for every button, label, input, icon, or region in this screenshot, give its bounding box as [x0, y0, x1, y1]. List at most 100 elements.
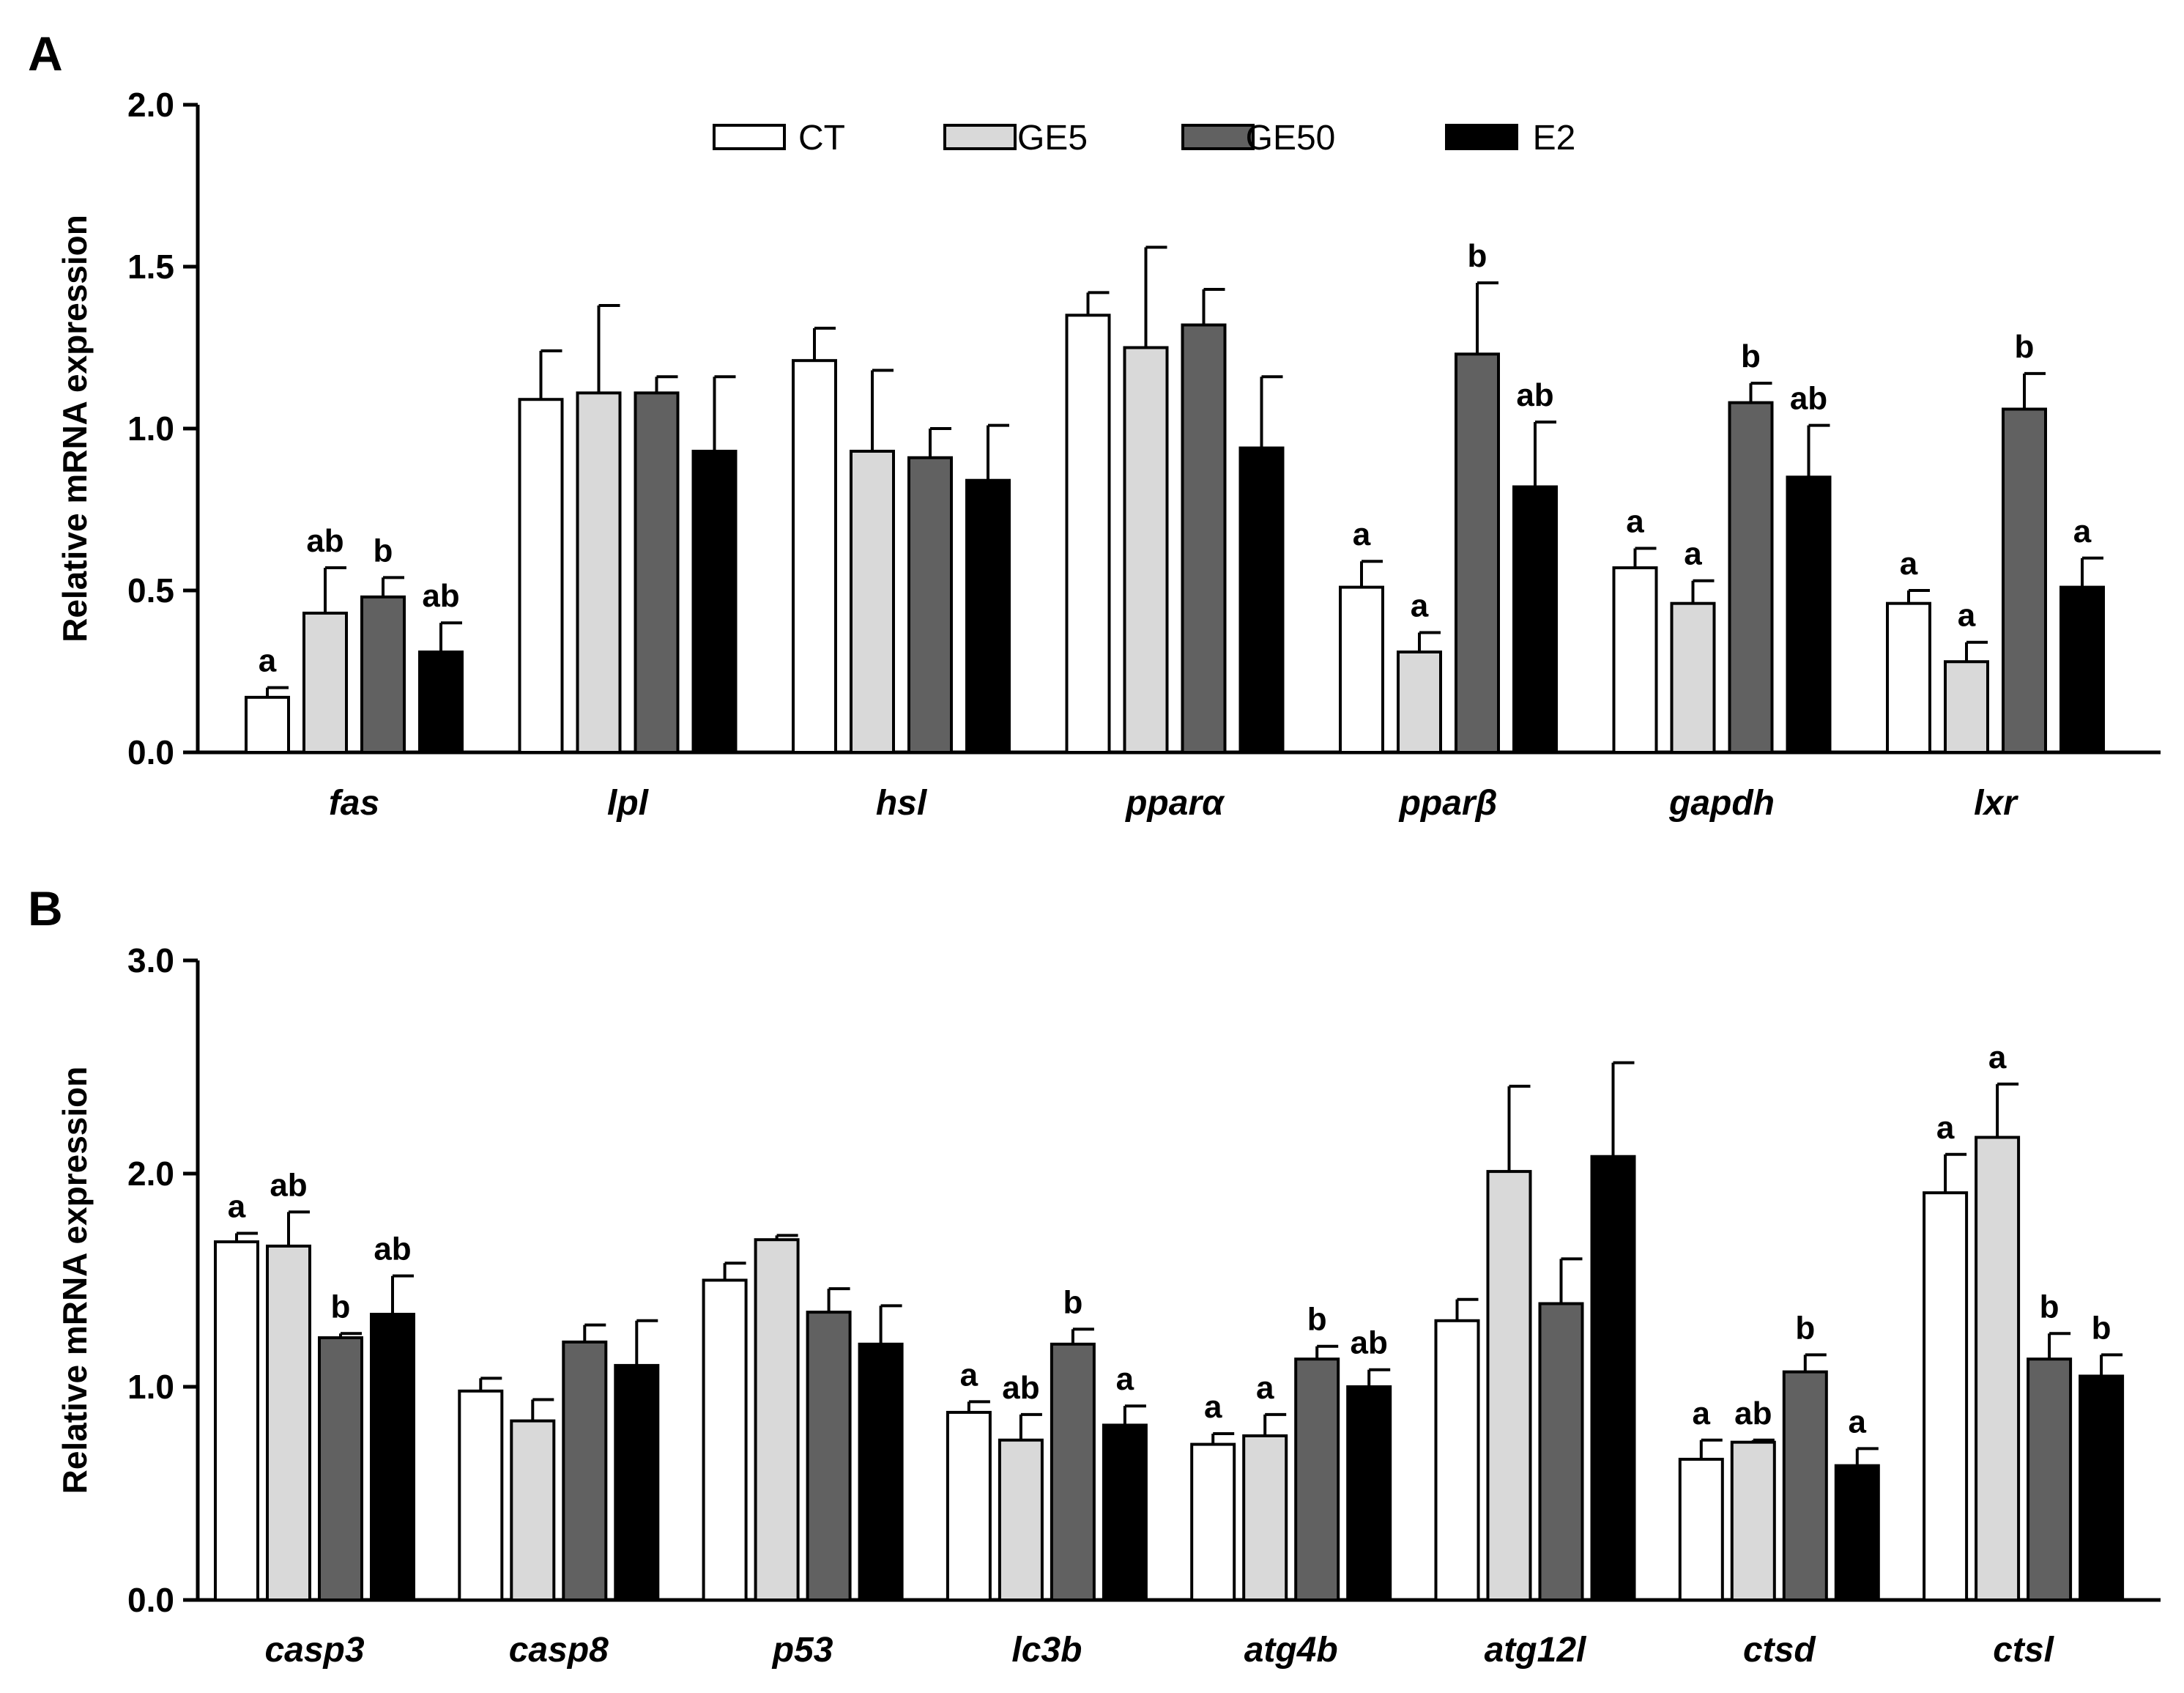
bar-ge50-casp3: [318, 1336, 363, 1601]
bar-e2-gapdh: [1786, 475, 1832, 754]
bar-ct-hsl: [792, 359, 837, 754]
bar-ge5-casp8: [510, 1419, 556, 1602]
bar-ge5-hsl: [850, 449, 895, 754]
significance-label: ab: [270, 1167, 307, 1203]
bar-ge50-gapdh: [1728, 401, 1774, 754]
bar-e2-casp3: [370, 1313, 415, 1602]
y-tick-label: 2.0: [127, 1155, 174, 1193]
legend-swatch-ct: [713, 124, 786, 150]
bar-ge50-lpl: [634, 391, 680, 754]
significance-label: ab: [1351, 1325, 1388, 1361]
bar-e2-atg4b: [1346, 1385, 1392, 1601]
bar-e2-p53: [858, 1342, 904, 1602]
significance-label: a: [1684, 536, 1702, 572]
bar-ct-lpl: [518, 398, 564, 754]
bar-e2-ctsl: [2079, 1374, 2125, 1601]
significance-label: b: [2040, 1289, 2059, 1325]
significance-label: ab: [422, 578, 459, 614]
bar-ge5-lxr: [1944, 660, 1989, 754]
y-tick-label: 1.0: [127, 410, 174, 448]
significance-label: a: [1958, 598, 1976, 634]
y-tick-label: 0.0: [127, 733, 174, 771]
significance-label: a: [1116, 1361, 1134, 1397]
x-tick-label-p53: p53: [771, 1631, 833, 1670]
bar-ge50-ppar: [1181, 323, 1227, 754]
bar-ge50-lxr: [2002, 407, 2047, 754]
significance-label: a: [1693, 1396, 1711, 1431]
bar-ge5-ppar: [1397, 650, 1442, 754]
x-tick-label-casp8: casp8: [509, 1631, 609, 1670]
legend-label-ge5: GE5: [1017, 119, 1088, 158]
significance-label: ab: [1734, 1396, 1772, 1431]
bar-ge50-p53: [806, 1311, 852, 1602]
x-tick-label-ctsl: ctsl: [1993, 1631, 2054, 1670]
legend-swatch-ge5: [943, 124, 1017, 150]
bar-ge5-atg12l: [1486, 1170, 1532, 1601]
bar-ge5-ctsl: [1975, 1136, 2021, 1601]
significance-label: ab: [1516, 377, 1553, 413]
significance-label: b: [2092, 1310, 2111, 1346]
bar-e2-casp8: [614, 1363, 660, 1602]
panel-label: B: [28, 881, 63, 936]
significance-label: b: [331, 1289, 351, 1325]
x-tick-label-hsl: hsl: [876, 784, 928, 823]
bar-ct-gapdh: [1612, 566, 1658, 754]
panel-a: A Relative mRNA expression 0.0 0.5 1.0 1.5 2.0…: [28, 26, 2161, 823]
legend-swatch-e2: [1445, 124, 1518, 150]
bar-ge50-casp8: [562, 1340, 608, 1601]
bar-ge50-ctsl: [2027, 1357, 2073, 1602]
bar-e2-lxr: [2059, 585, 2105, 755]
bar-ct-fas: [245, 695, 290, 754]
x-tick-label-lxr: lxr: [1974, 784, 2018, 823]
significance-label: a: [259, 643, 277, 679]
significance-label: b: [1307, 1302, 1327, 1338]
bar-ge50-hsl: [907, 456, 953, 755]
bar-ge5-ctsd: [1730, 1440, 1776, 1602]
y-tick-label: 1.5: [127, 248, 174, 286]
x-tick-label-gapdh: gapdh: [1668, 784, 1775, 823]
bar-ct-p53: [702, 1278, 748, 1601]
bar-ct-ppar: [1339, 585, 1384, 755]
bar-ge50-fas: [360, 595, 406, 755]
bar-ge50-ppar: [1455, 352, 1500, 754]
bar-e2-fas: [418, 650, 464, 754]
bar-ge5-p53: [754, 1238, 800, 1601]
legend: CT GE5 GE50 E2: [713, 119, 1576, 158]
significance-label: ab: [374, 1231, 411, 1267]
significance-label: b: [1741, 338, 1761, 374]
bar-ct-casp3: [214, 1240, 259, 1601]
legend-label-e2: E2: [1533, 119, 1576, 158]
y-tick-label: 0.5: [127, 571, 174, 610]
significance-label: b: [1063, 1284, 1082, 1320]
significance-label: ab: [1002, 1370, 1039, 1406]
y-axis-label: Relative mRNA expression: [56, 1067, 94, 1494]
legend-label-ge50: GE50: [1246, 119, 1336, 158]
bar-ge50-atg12l: [1538, 1302, 1584, 1601]
significance-label: a: [1411, 588, 1429, 623]
significance-label: b: [374, 533, 393, 568]
bar-ct-lc3b: [946, 1410, 992, 1602]
y-axis-label: Relative mRNA expression: [56, 215, 94, 642]
significance-label: a: [228, 1188, 246, 1224]
significance-label: b: [1795, 1310, 1815, 1346]
bar-e2-lpl: [691, 449, 738, 754]
bar-ge5-lc3b: [998, 1438, 1044, 1601]
significance-label: ab: [1790, 381, 1827, 417]
significance-label: a: [1900, 546, 1918, 582]
significance-label: a: [1626, 504, 1644, 540]
bar-ge5-fas: [302, 611, 348, 754]
significance-label: a: [1936, 1110, 1955, 1146]
y-tick-label: 2.0: [127, 86, 174, 124]
bar-ct-lxr: [1886, 601, 1931, 754]
legend-label-ct: CT: [798, 119, 845, 158]
significance-label: ab: [306, 523, 343, 559]
significance-label: b: [1468, 238, 1487, 274]
y-tick-label: 3.0: [127, 941, 174, 979]
x-tick-label-casp3: casp3: [264, 1631, 364, 1670]
x-tick-label-lpl: lpl: [607, 784, 650, 823]
bar-ge5-casp3: [266, 1244, 311, 1601]
bar-ge5-ppar: [1123, 346, 1169, 754]
bar-ge5-atg4b: [1242, 1434, 1288, 1602]
y-tick-label: 1.0: [127, 1368, 174, 1406]
